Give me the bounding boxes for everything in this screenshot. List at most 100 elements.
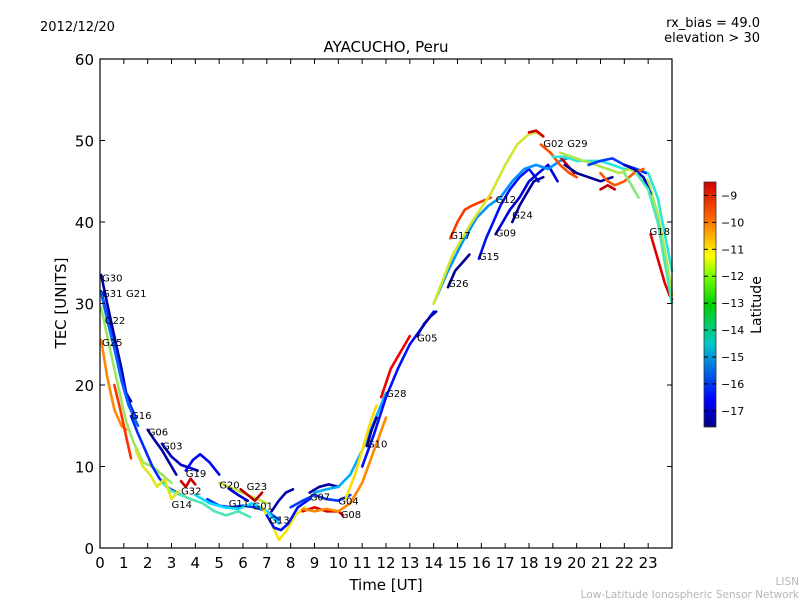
x-tick-label: 6 [238, 554, 248, 572]
x-axis: 0 1 2 3 4 5 6 7 8 9 10 11 12 13 14 15 16 17 18 19 20 21 22 23 [95, 59, 658, 572]
series-line-g20n [558, 151, 674, 297]
series-line-g19n [551, 155, 674, 273]
x-tick-label: 11 [353, 554, 372, 572]
series-line-g14 [160, 481, 252, 519]
x-tick-label: 10 [329, 554, 348, 572]
colorbar-label: Latitude [749, 276, 765, 334]
x-tick-label: 22 [615, 554, 634, 572]
colorbar-tick-label: −10 [721, 216, 744, 229]
series-line-g31 [99, 291, 140, 428]
series-line-g01b [194, 493, 281, 525]
satellite-label-g19: G19 [186, 469, 206, 480]
x-tick-label: 9 [310, 554, 320, 572]
x-tick-label: 20 [567, 554, 586, 572]
satellite-label-g28: G28 [386, 389, 406, 400]
x-tick-label: 21 [591, 554, 610, 572]
series-line-g02b [527, 129, 545, 138]
satellite-label-g16: G16 [131, 411, 151, 422]
series-line-g10 [365, 416, 378, 448]
series-layer [99, 129, 674, 542]
series-line-g25n [622, 171, 640, 199]
series-line-g02 [432, 131, 545, 305]
series-line-g15 [477, 167, 540, 261]
series-line-g19 [184, 452, 221, 476]
colorbar-tick-label: −11 [721, 243, 744, 256]
colorbar-tick-label: −16 [721, 378, 744, 391]
colorbar [703, 181, 717, 428]
satellite-label-g24: G24 [512, 210, 532, 221]
series-line-g28b [379, 334, 412, 399]
series-line-g25b [113, 383, 133, 460]
satellite-label-g10: G10 [367, 440, 387, 451]
satellite-label-g14: G14 [172, 500, 192, 511]
series-line-g03 [160, 442, 199, 472]
satellite-label-g15: G15 [479, 252, 499, 263]
satellite-label-g31: G31 [102, 289, 122, 300]
y-tick-label: 10 [75, 459, 94, 477]
series-line-g24 [510, 175, 545, 224]
series-line-g13 [270, 487, 295, 513]
satellite-label-g11: G11 [229, 499, 249, 510]
x-tick-label: 17 [496, 554, 515, 572]
series-line-g20 [217, 481, 269, 505]
satellite-label-g25: G25 [102, 338, 122, 349]
x-tick-label: 14 [424, 554, 443, 572]
x-tick-label: 8 [286, 554, 296, 572]
satellite-label-g13: G13 [269, 516, 289, 527]
satellite-label-g22: G22 [105, 316, 125, 327]
y-tick-label: 20 [75, 377, 94, 395]
series-line-g10b [344, 404, 378, 501]
satellite-label-g03: G03 [162, 441, 182, 452]
y-tick-label: 30 [75, 296, 94, 314]
x-tick-label: 13 [400, 554, 419, 572]
series-line-g08 [301, 505, 345, 517]
series-line-g09 [494, 163, 559, 236]
series-line-g27 [563, 163, 614, 183]
x-tick-label: 16 [472, 554, 491, 572]
colorbar-ticks: −9 −10 −11 −12 −13 −14 −15 −16 −17 [704, 189, 744, 418]
x-tick-label: 1 [119, 554, 129, 572]
series-line-g05 [415, 310, 438, 338]
x-tick-label: 12 [376, 554, 395, 572]
colorbar-tick-label: −12 [721, 270, 744, 283]
x-tick-label: 4 [191, 554, 201, 572]
colorbar-tick-label: −14 [721, 324, 744, 337]
rx-bias-label: rx_bias = 49.0 [666, 16, 760, 31]
y-tick-label: 0 [84, 540, 94, 558]
series-line-g24n [622, 163, 652, 195]
series-line-g26 [446, 253, 471, 289]
colorbar-tick-label: −15 [721, 351, 744, 364]
satellite-label-g17: G17 [450, 231, 470, 242]
series-line-g14b [134, 448, 180, 501]
satellite-label-g07: G07 [310, 493, 330, 504]
x-tick-label: 15 [448, 554, 467, 572]
y-tick-label: 60 [75, 51, 94, 69]
satellite-label-g04: G04 [338, 497, 358, 508]
elevation-label: elevation > 30 [664, 31, 760, 46]
colorbar-tick-label: −17 [721, 405, 744, 418]
satellite-label-g06: G06 [148, 428, 168, 439]
x-tick-label: 19 [543, 554, 562, 572]
satellite-label-g12: G12 [496, 195, 516, 206]
footer-org-short: LISN [776, 576, 799, 588]
chart-title: AYACUCHO, Peru [323, 38, 448, 56]
x-axis-label: Time [UT] [348, 576, 422, 594]
satellite-label-g21: G21 [126, 289, 146, 300]
colorbar-tick-label: −9 [721, 189, 737, 202]
y-axis: 0 10 20 30 40 50 60 [75, 51, 672, 558]
y-tick-label: 40 [75, 214, 94, 232]
series-line-g23 [239, 487, 264, 503]
satellite-label-g09: G09 [496, 229, 516, 240]
satellite-label-g01: G01 [253, 502, 273, 513]
series-line-g06 [146, 428, 178, 476]
satellite-label-g08: G08 [341, 510, 361, 521]
series-line-g11 [227, 487, 250, 503]
x-tick-label: 2 [143, 554, 153, 572]
series-line-g07b [289, 493, 352, 509]
colorbar-tick-label: −13 [721, 297, 744, 310]
series-line-g12 [432, 155, 574, 305]
satellite-label-g30: G30 [102, 273, 122, 284]
series-line-g13c [265, 497, 312, 532]
series-line-g23n [599, 184, 617, 191]
